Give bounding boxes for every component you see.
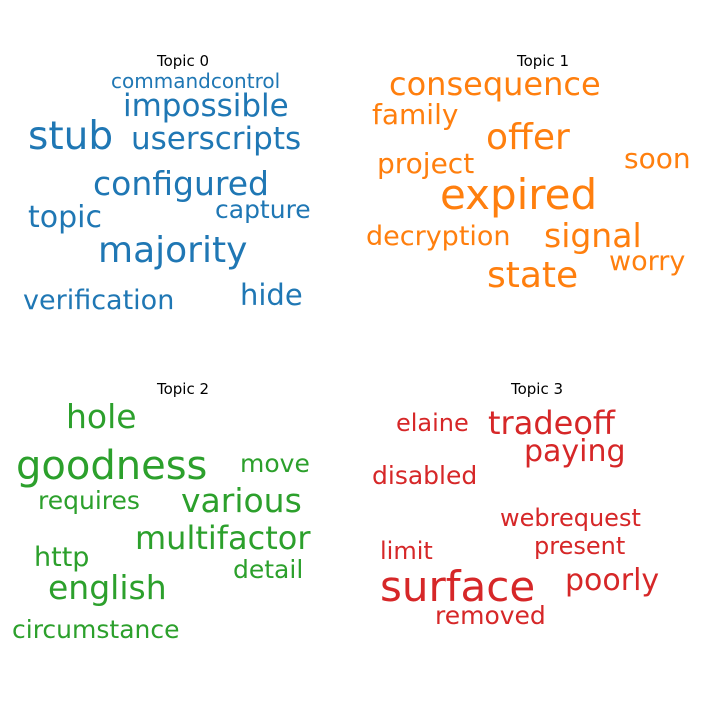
word: project xyxy=(377,147,475,180)
word: removed xyxy=(435,601,546,630)
word: family xyxy=(372,98,459,131)
word: stub xyxy=(28,114,114,159)
word: impossible xyxy=(123,88,289,124)
word: majority xyxy=(98,230,248,271)
word: http xyxy=(34,542,90,573)
word: commandcontrol xyxy=(111,69,281,93)
word: poorly xyxy=(565,563,660,598)
word: userscripts xyxy=(131,121,302,157)
word: worry xyxy=(609,246,686,277)
word: goodness xyxy=(16,443,208,489)
topic-0-panel: Topic 0 commandcontrol impossible stub u… xyxy=(0,0,360,360)
word: expired xyxy=(440,170,598,219)
word: multifactor xyxy=(135,519,311,557)
word: various xyxy=(181,481,302,520)
word: disabled xyxy=(372,461,478,490)
word: elaine xyxy=(396,409,469,437)
topic-2-panel: Topic 2 hole goodness move requires vari… xyxy=(0,360,360,720)
word: tradeoff xyxy=(488,404,615,442)
word: paying xyxy=(524,434,626,469)
word: detail xyxy=(233,555,304,584)
topic-1-panel: Topic 1 consequence family offer soon pr… xyxy=(360,0,720,360)
topic-3-panel: Topic 3 elaine tradeoff paying disabled … xyxy=(360,360,720,720)
word: hole xyxy=(66,397,137,436)
word: decryption xyxy=(366,221,511,252)
topic-1-title: Topic 1 xyxy=(516,52,570,70)
word: english xyxy=(48,568,167,607)
word: topic xyxy=(28,200,102,235)
topic-3-title: Topic 3 xyxy=(510,380,564,398)
word: move xyxy=(240,449,310,478)
topic-0-title: Topic 0 xyxy=(156,52,210,70)
word: state xyxy=(487,255,579,296)
word: configured xyxy=(93,164,269,203)
word: signal xyxy=(544,216,642,255)
word: soon xyxy=(624,142,691,175)
word: present xyxy=(534,532,626,560)
word: circumstance xyxy=(12,615,180,644)
word: consequence xyxy=(389,65,601,103)
word: limit xyxy=(380,537,433,565)
word: verification xyxy=(23,285,175,316)
word: capture xyxy=(215,195,311,224)
word: hide xyxy=(240,278,303,312)
word: requires xyxy=(38,486,140,515)
word: surface xyxy=(380,562,536,611)
word: webrequest xyxy=(500,504,641,532)
topic-2-title: Topic 2 xyxy=(156,380,210,398)
word: offer xyxy=(486,117,570,158)
